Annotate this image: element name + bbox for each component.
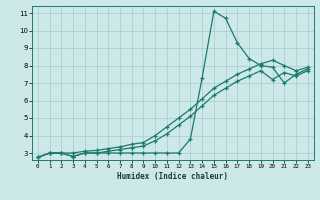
X-axis label: Humidex (Indice chaleur): Humidex (Indice chaleur) [117,172,228,181]
